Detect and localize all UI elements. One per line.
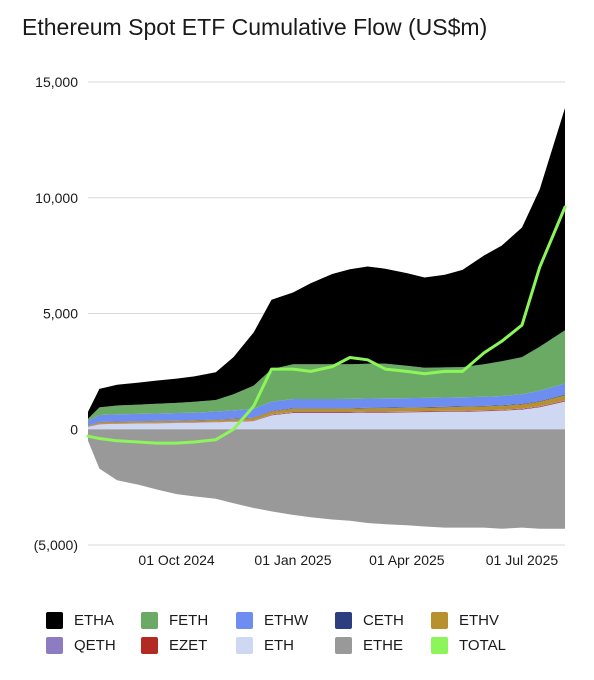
chart-title: Ethereum Spot ETF Cumulative Flow (US$m): [22, 14, 488, 40]
series-area-feth: [88, 330, 565, 422]
series-area-ethe: [88, 429, 565, 529]
legend-swatch: [46, 637, 63, 654]
legend-item-ethw: ETHW: [236, 612, 308, 629]
legend-item-ceth: CETH: [335, 612, 404, 629]
y-tick-label: 10,000: [35, 190, 78, 206]
legend-item-ezet: EZET: [141, 637, 207, 654]
legend-item-ethe: ETHE: [335, 637, 403, 654]
series-line-total: [86, 205, 567, 445]
legend-swatch: [335, 637, 352, 654]
legend-item-total: TOTAL: [431, 637, 506, 654]
y-tick-label: 5,000: [43, 306, 78, 322]
x-tick-label: 01 Jul 2025: [486, 552, 559, 568]
series-area-ethw: [88, 383, 565, 426]
legend-swatch: [236, 637, 253, 654]
legend-label: ETHW: [264, 612, 309, 629]
legend-swatch: [431, 637, 448, 654]
y-tick-label: 15,000: [35, 74, 78, 90]
legend-swatch: [431, 612, 448, 629]
y-tick-label: 0: [70, 421, 78, 437]
x-axis-ticks: 01 Oct 2024 01 Jan 2025 01 Apr 2025 01 Jul …: [138, 552, 558, 568]
legend-label: TOTAL: [459, 637, 506, 654]
y-axis-ticks: (5,000) 0 5,000 10,000 15,000: [34, 74, 79, 553]
legend-item-etha: ETHA: [46, 612, 114, 629]
x-tick-label: 01 Oct 2024: [138, 552, 214, 568]
x-tick-label: 01 Jan 2025: [254, 552, 331, 568]
legend-swatch: [141, 637, 158, 654]
legend-label: EZET: [169, 637, 208, 654]
legend-label: ETH: [264, 637, 294, 654]
legend-swatch: [335, 612, 352, 629]
legend-item-eth: ETH: [236, 637, 294, 654]
legend-item-ethv: ETHV: [431, 612, 499, 629]
series-area-ethv: [88, 395, 565, 427]
legend-label: ETHA: [74, 612, 115, 629]
legend-swatch: [141, 612, 158, 629]
legend-item-feth: FETH: [141, 612, 208, 629]
legend-swatch: [46, 612, 63, 629]
legend-label: ETHE: [363, 637, 404, 654]
legend-label: FETH: [169, 612, 209, 629]
total-line-layer: [86, 205, 567, 445]
legend-label: QETH: [74, 637, 116, 654]
x-tick-label: 01 Apr 2025: [369, 552, 445, 568]
legend-label: CETH: [363, 612, 404, 629]
series-area-etha: [88, 108, 565, 419]
y-tick-label: (5,000): [34, 537, 78, 553]
series-area-eth: [88, 401, 565, 430]
legend-swatch: [236, 612, 253, 629]
legend-item-qeth: QETH: [46, 637, 116, 654]
legend-label: ETHV: [459, 612, 500, 629]
stacked-areas: [88, 108, 565, 529]
